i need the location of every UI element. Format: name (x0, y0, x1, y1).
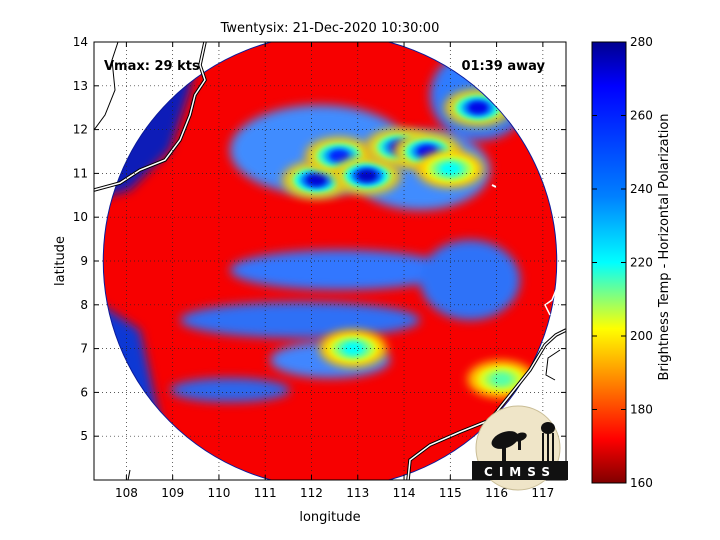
colorbar-tick-260: 260 (592, 109, 653, 123)
colorbar-tick-280: 280 (592, 35, 653, 49)
colorbar-tick-200: 200 (592, 329, 653, 343)
grid-lines (94, 42, 566, 480)
y-axis-ticks: 5 6 7 8 9 10 11 12 13 14 (73, 35, 566, 443)
colorbar-tick-label: 200 (630, 329, 653, 343)
x-tick-109: 109 (161, 42, 184, 500)
colorbar-tick-label: 280 (630, 35, 653, 49)
x-tick-label: 117 (531, 486, 554, 500)
y-tick-label: 11 (73, 166, 88, 180)
colorbar-tick-240: 240 (592, 182, 653, 196)
feature-5 (416, 151, 485, 188)
y-tick-8: 8 (80, 298, 566, 312)
y-tick-12: 12 (73, 123, 566, 137)
colorbar-label: Brightness Temp - Horizontal Polarizatio… (657, 113, 672, 380)
x-tick-label: 116 (485, 486, 508, 500)
colorbar-tick-label: 180 (630, 403, 653, 417)
colorbar-tick-160: 160 (592, 476, 653, 490)
y-tick-label: 7 (80, 342, 88, 356)
chart-title: Twentysix: 21-Dec-2020 10:30:00 (220, 21, 440, 36)
colorbar-tick-label: 220 (630, 256, 653, 270)
y-tick-9: 9 (80, 254, 566, 268)
y-tick-6: 6 (80, 385, 566, 399)
y-tick-7: 7 (80, 342, 566, 356)
x-tick-label: 113 (346, 486, 369, 500)
x-tick-111: 111 (254, 42, 277, 500)
x-tick-108: 108 (115, 42, 138, 500)
x-tick-112: 112 (300, 42, 323, 500)
x-axis-label: longitude (299, 510, 360, 525)
swath-edge (102, 42, 558, 480)
coastlines (94, 42, 566, 480)
x-tick-label: 114 (393, 486, 416, 500)
y-tick-label: 14 (73, 35, 88, 49)
colorbar-ticks: 160 180 200 220 240 260 280 (592, 35, 653, 490)
x-tick-115: 115 (439, 42, 462, 500)
convective-features (282, 89, 536, 398)
y-tick-label: 5 (80, 429, 88, 443)
colorbar-tick-180: 180 (592, 403, 653, 417)
y-tick-label: 10 (73, 210, 88, 224)
y-tick-label: 6 (80, 385, 88, 399)
y-axis-label: latitude (53, 236, 68, 286)
cimss-logo: CIMSS (472, 405, 568, 491)
x-axis-ticks: 108 109 110 111 112 113 114 115 116 117 (115, 42, 554, 500)
x-tick-label: 108 (115, 486, 138, 500)
cimss-logo-tower-icon (541, 422, 555, 463)
x-tick-label: 112 (300, 486, 323, 500)
y-tick-5: 5 (80, 429, 566, 443)
feature-8 (467, 361, 536, 398)
x-tick-label: 110 (207, 486, 230, 500)
cimss-logo-text: CIMSS (484, 465, 556, 479)
cimss-logo-bar (472, 461, 568, 480)
x-tick-label: 111 (254, 486, 277, 500)
y-tick-label: 9 (80, 254, 88, 268)
y-tick-label: 12 (73, 123, 88, 137)
y-tick-13: 13 (73, 79, 566, 93)
feature-7 (319, 330, 388, 367)
y-tick-label: 13 (73, 79, 88, 93)
colorbar (591, 41, 627, 484)
colorbar-tick-label: 260 (630, 109, 653, 123)
y-tick-label: 8 (80, 298, 88, 312)
x-tick-114: 114 (393, 42, 416, 500)
colorbar-tick-label: 160 (630, 476, 653, 490)
y-tick-10: 10 (73, 210, 566, 224)
cimss-logo-dish-icon (491, 431, 527, 462)
time-away-annotation: 01:39 away (461, 59, 545, 74)
x-tick-110: 110 (207, 42, 230, 500)
vmax-annotation: Vmax: 29 kts (104, 59, 200, 74)
y-tick-14: 14 (73, 35, 566, 49)
x-tick-label: 109 (161, 486, 184, 500)
feature-2 (333, 157, 402, 194)
y-tick-11: 11 (73, 166, 566, 180)
x-tick-113: 113 (346, 42, 369, 500)
colorbar-tick-label: 240 (630, 182, 653, 196)
colorbar-tick-220: 220 (592, 256, 653, 270)
x-tick-label: 115 (439, 486, 462, 500)
